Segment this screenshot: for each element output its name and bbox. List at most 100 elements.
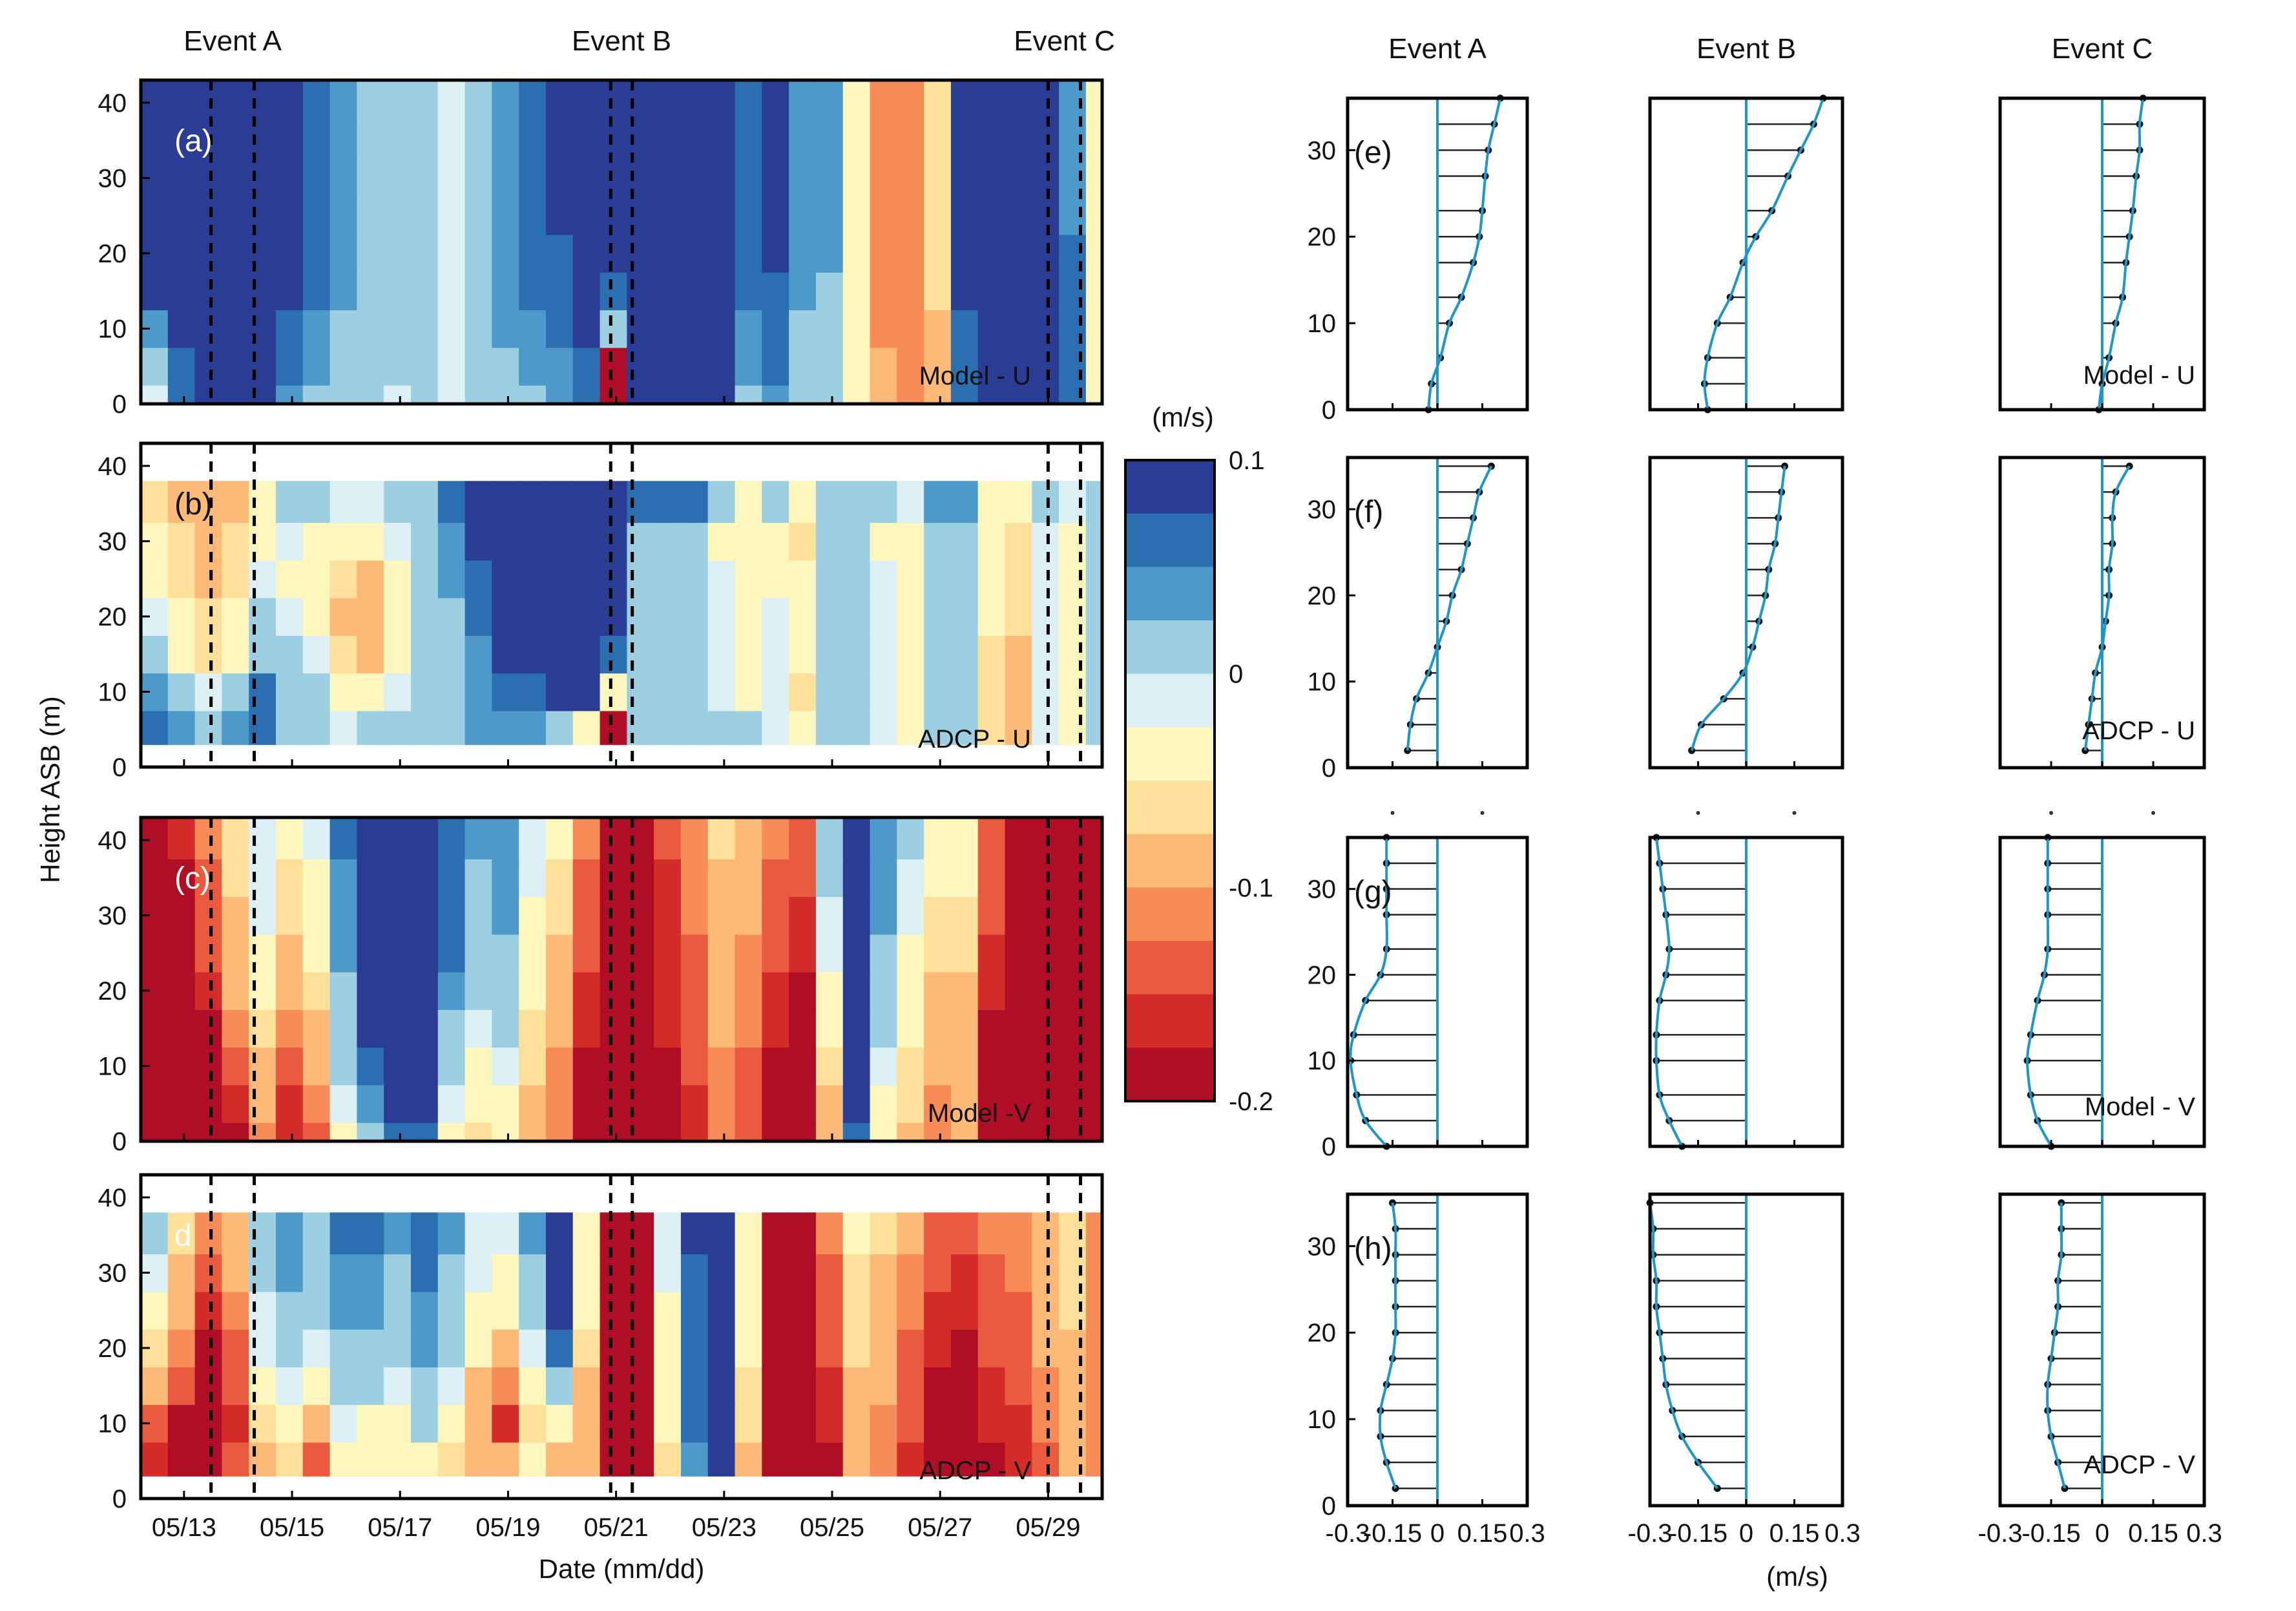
minor-tick-dot <box>1696 811 1700 815</box>
heatmap-cell <box>519 710 547 745</box>
heatmap-cell <box>167 1212 196 1255</box>
heatmap-cell <box>680 1212 709 1255</box>
heatmap-cell <box>842 1212 871 1255</box>
heatmap-cell <box>789 1212 817 1255</box>
heatmap-cell <box>870 635 898 674</box>
heatmap-cell <box>464 1212 493 1255</box>
heatmap-cell <box>707 710 736 745</box>
heatmap-cell <box>492 1442 519 1477</box>
heatmap-cell <box>762 310 789 348</box>
heatmap-cell <box>950 934 979 973</box>
heatmap-cell <box>815 859 844 898</box>
heatmap-cell <box>842 121 871 160</box>
heatmap-cell <box>707 1047 736 1086</box>
heatmap-cell <box>924 934 952 973</box>
panel-label-1: (f) <box>1354 495 1383 529</box>
y-tick-label: 20 <box>1308 1319 1337 1347</box>
x-tick-label: -0.3 <box>1978 1519 2023 1548</box>
heatmap-cell <box>842 560 871 598</box>
heatmap-cell <box>519 1047 547 1086</box>
heatmap-cell <box>707 896 736 935</box>
heatmap-cell <box>572 859 601 898</box>
heatmap-cell <box>275 896 304 935</box>
heatmap-cell <box>762 384 789 405</box>
heatmap-cell <box>842 597 871 636</box>
heatmap-cell <box>1005 673 1033 711</box>
heatmap-cell <box>167 673 196 711</box>
heatmap-cell <box>870 1254 898 1292</box>
colorbar-swatch <box>1125 620 1215 675</box>
heatmap-cell <box>762 710 789 745</box>
heatmap-cell <box>222 1254 249 1292</box>
heatmap-cell <box>222 234 249 273</box>
heatmap-cell <box>680 1047 709 1086</box>
heatmap-cell <box>680 347 709 386</box>
heatmap-cell <box>950 1212 979 1255</box>
colorbar-swatch <box>1125 834 1215 888</box>
minor-tick-dot <box>2151 811 2155 815</box>
heatmap-cell <box>815 159 844 198</box>
heatmap-cell <box>194 1367 223 1406</box>
heatmap-cell <box>815 1084 844 1123</box>
heatmap-cell <box>897 384 924 405</box>
heatmap-cell <box>222 310 249 348</box>
heatmap-cell <box>302 1254 331 1292</box>
heatmap-cell <box>654 272 682 311</box>
heatmap-cell <box>735 234 763 273</box>
profile-panel: -0.3-0.15 0 0.15 0.3 <box>1628 1192 1861 1548</box>
heatmap-cell <box>384 597 412 636</box>
heatmap-cell <box>1032 673 1059 711</box>
x-tick-label: 0.3 <box>1509 1519 1545 1548</box>
heatmap-cell <box>789 934 817 973</box>
heatmap-cell <box>194 934 223 973</box>
heatmap-cell <box>464 310 493 348</box>
heatmap-cell <box>1032 1367 1059 1406</box>
heatmap-cell <box>1085 1442 1103 1477</box>
heatmap-cell <box>410 1367 439 1406</box>
heatmap-cell <box>1032 310 1059 348</box>
heatmap-cell <box>762 1084 789 1123</box>
heatmap-cell <box>789 522 817 561</box>
heatmap-cell <box>735 1291 763 1330</box>
heatmap-cell <box>815 1047 844 1086</box>
heatmap-cell <box>1032 971 1059 1010</box>
heatmap-cell <box>842 1254 871 1292</box>
heatmap-cell <box>572 1122 601 1142</box>
heatmap-cell <box>302 310 331 348</box>
heatmap-cell <box>275 673 304 711</box>
heatmap-cell <box>384 522 412 561</box>
heatmap-cell <box>735 310 763 348</box>
heatmap-cell <box>870 673 898 711</box>
heatmap-cell <box>519 234 547 273</box>
heatmap-cell <box>924 859 952 898</box>
heatmap-cell <box>302 710 331 745</box>
heatmap-cell <box>545 1291 574 1330</box>
heatmap-cell <box>815 597 844 636</box>
heatmap-cell <box>545 1084 574 1123</box>
panel-label-0: (e) <box>1354 136 1392 170</box>
heatmap-cell <box>572 1367 601 1406</box>
heatmap-cell <box>275 310 304 348</box>
profile-line <box>1654 837 1684 1147</box>
heatmap-cell <box>302 234 331 273</box>
heatmap-cell <box>735 1329 763 1367</box>
heatmap-cell <box>167 1254 196 1292</box>
y-tick-label: 40 <box>98 89 127 118</box>
heatmap-cell <box>707 1212 736 1255</box>
heatmap-cell <box>519 859 547 898</box>
heatmap-cell <box>815 1367 844 1406</box>
heatmap-cell <box>275 560 304 598</box>
heatmap-cell <box>1005 1404 1033 1443</box>
heatmap-cell <box>870 1367 898 1406</box>
heatmap-cell <box>1032 347 1059 386</box>
heatmap-cell <box>437 481 466 523</box>
heatmap-cell <box>789 859 817 898</box>
heatmap-cell <box>735 384 763 405</box>
heatmap-cell <box>870 817 898 859</box>
heatmap-cell <box>707 1122 736 1142</box>
heatmap-cell <box>167 1084 196 1123</box>
heatmap-cell <box>735 560 763 598</box>
heatmap-cell <box>1032 597 1059 636</box>
heatmap-cell <box>1032 159 1059 198</box>
heatmap-cell <box>194 384 223 405</box>
